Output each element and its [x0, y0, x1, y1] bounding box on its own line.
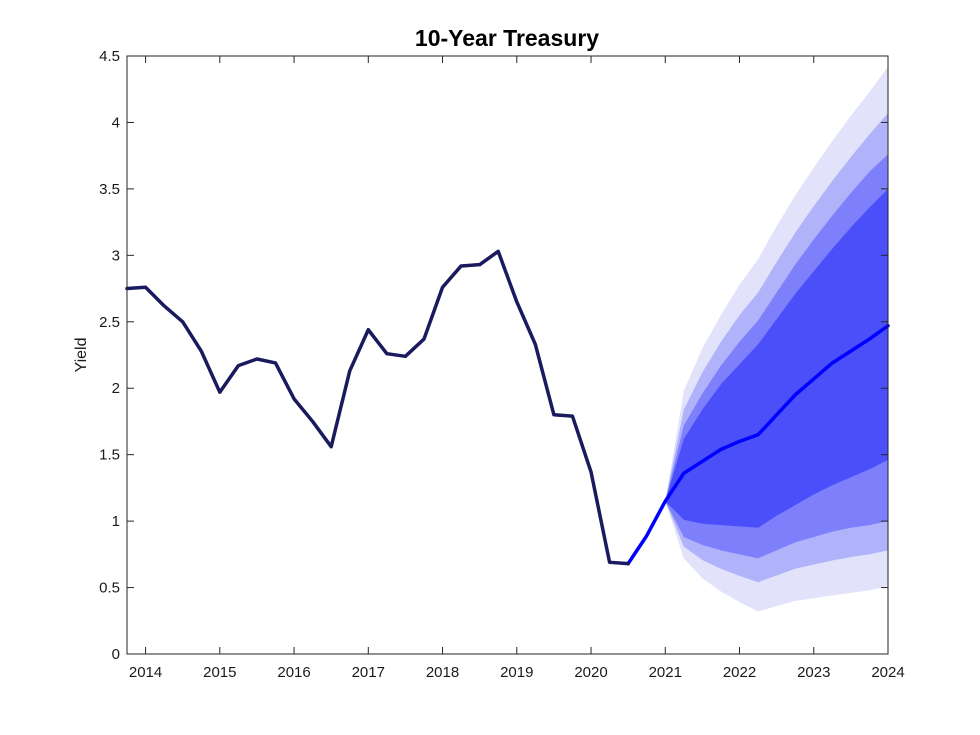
y-tick-label: 1 [112, 513, 120, 530]
x-tick-label: 2015 [203, 664, 236, 681]
y-tick-label: 3.5 [99, 181, 120, 198]
y-tick-label: 1.5 [99, 447, 120, 464]
y-tick-label: 0.5 [99, 580, 120, 597]
plot-axes: 2014 2015 2016 2017 2018 2019 2020 2021 2022 2023… [99, 48, 905, 681]
y-tick-label: 4.5 [99, 48, 120, 65]
forecast-line [626, 324, 890, 566]
y-tick-label: 4 [112, 114, 120, 131]
x-tick-label: 2022 [723, 664, 756, 681]
series-lines [125, 249, 890, 566]
x-tick-label: 2016 [277, 664, 310, 681]
x-tick-label: 2019 [500, 664, 533, 681]
y-tick-label: 0 [112, 646, 120, 663]
y-axis-label: Yield [73, 338, 90, 373]
x-tick-label: 2018 [426, 664, 459, 681]
history-line [125, 249, 630, 566]
y-tick-label: 2.5 [99, 314, 120, 331]
chart-title: 10-Year Treasury [415, 25, 599, 51]
x-tick-label: 2020 [574, 664, 607, 681]
y-tick-label: 3 [112, 247, 120, 264]
x-tick-label: 2024 [871, 664, 904, 681]
band-inner [665, 188, 888, 528]
x-tick-label: 2021 [649, 664, 682, 681]
x-tick-label: 2014 [129, 664, 162, 681]
x-tick-label: 2023 [797, 664, 830, 681]
x-tick-label: 2017 [352, 664, 385, 681]
forecast-bands [665, 66, 888, 612]
plot-frame [126, 55, 889, 655]
y-tick-label: 2 [112, 380, 120, 397]
